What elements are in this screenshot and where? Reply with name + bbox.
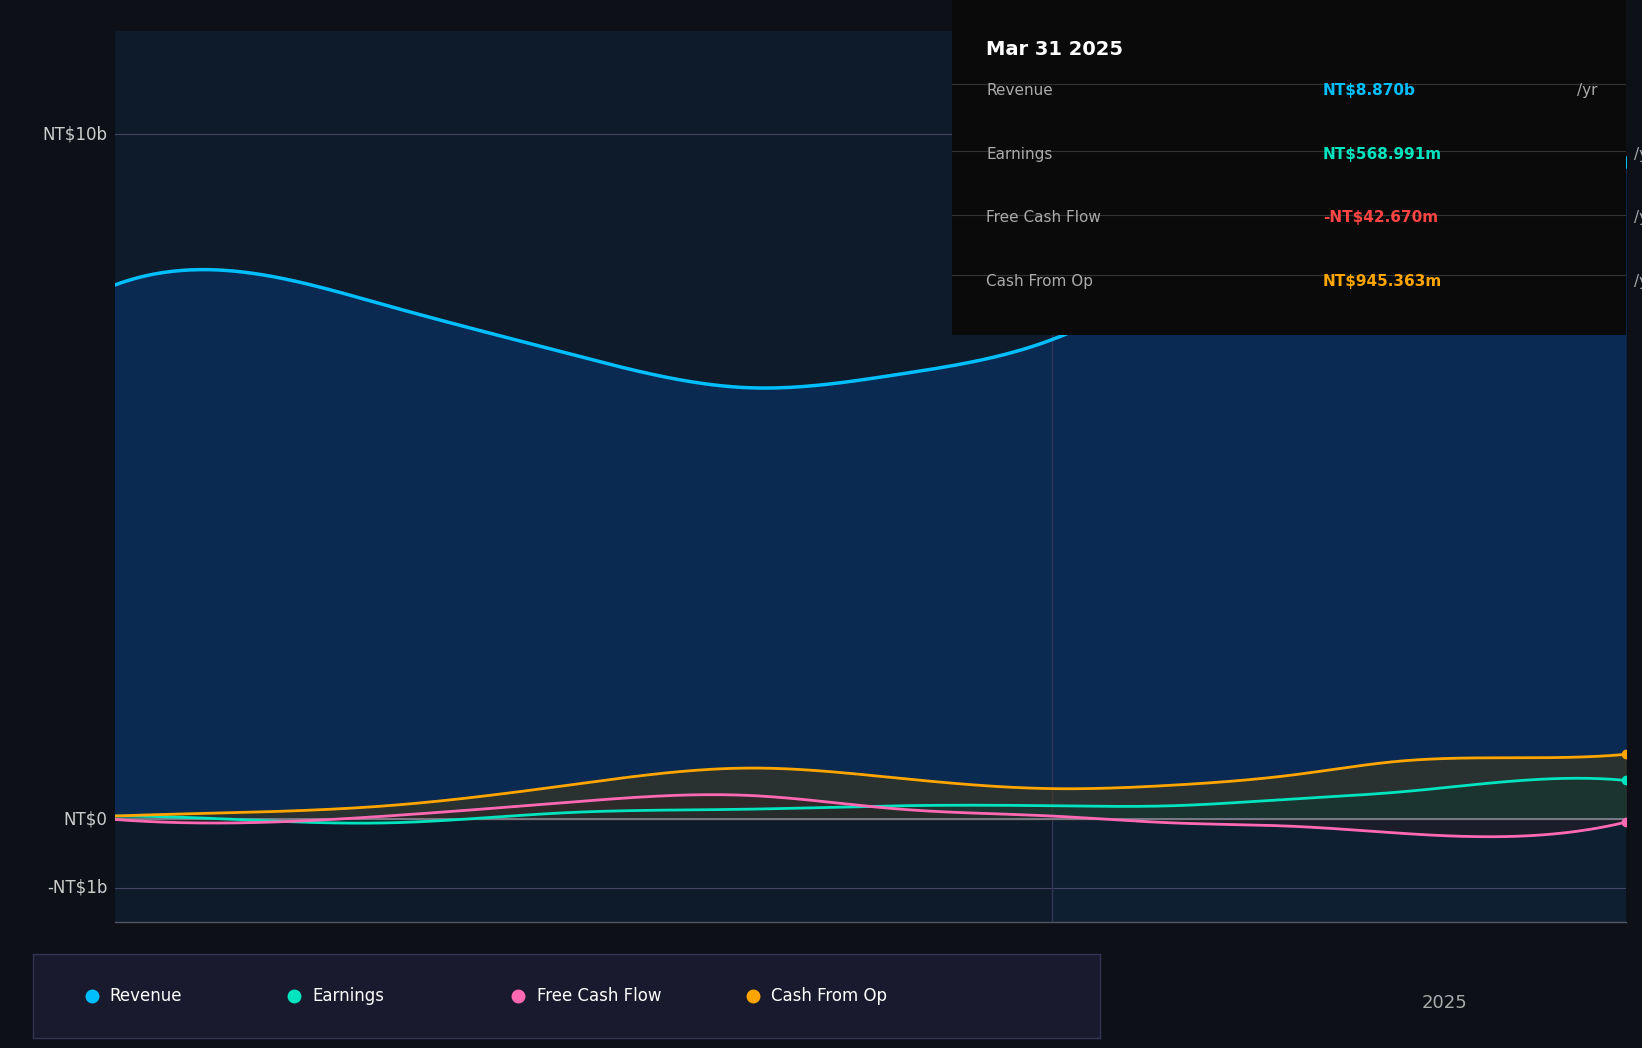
Text: Cash From Op: Cash From Op	[772, 986, 887, 1005]
Text: NT$0: NT$0	[64, 810, 107, 829]
Text: Free Cash Flow: Free Cash Flow	[537, 986, 662, 1005]
Text: Revenue: Revenue	[985, 83, 1053, 99]
Text: Earnings: Earnings	[985, 147, 1053, 161]
Text: -NT$1b: -NT$1b	[48, 879, 107, 897]
Text: Mar 31 2025: Mar 31 2025	[985, 40, 1123, 60]
Text: NT$10b: NT$10b	[43, 125, 107, 144]
Text: Past: Past	[1568, 59, 1603, 77]
Text: Revenue: Revenue	[110, 986, 182, 1005]
Text: /yr: /yr	[1634, 211, 1642, 225]
Text: /yr: /yr	[1634, 275, 1642, 289]
Text: Free Cash Flow: Free Cash Flow	[985, 211, 1100, 225]
Text: 2025: 2025	[1422, 994, 1468, 1011]
Text: NT$8.870b: NT$8.870b	[1323, 83, 1415, 99]
Text: 2023: 2023	[365, 994, 410, 1011]
Text: -NT$42.670m: -NT$42.670m	[1323, 211, 1438, 225]
Text: /yr: /yr	[1634, 147, 1642, 161]
Text: NT$945.363m: NT$945.363m	[1323, 275, 1442, 289]
Bar	[1051, 31, 1626, 922]
Text: Earnings: Earnings	[312, 986, 384, 1005]
Text: Cash From Op: Cash From Op	[985, 275, 1094, 289]
Text: /yr: /yr	[1576, 83, 1598, 99]
Text: NT$568.991m: NT$568.991m	[1323, 147, 1442, 161]
Text: 2024: 2024	[877, 994, 923, 1011]
